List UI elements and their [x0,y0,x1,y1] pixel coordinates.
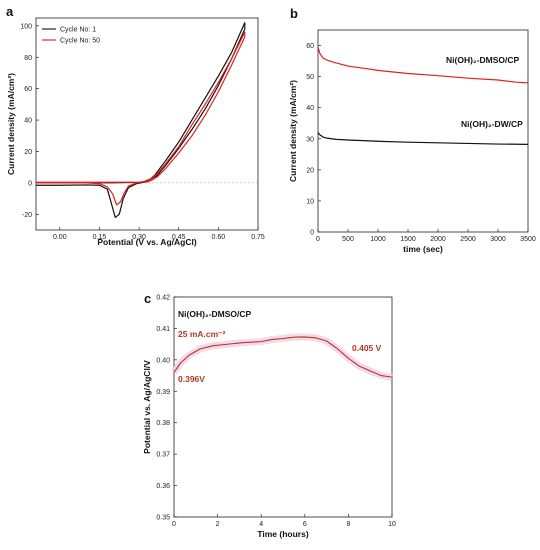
series-line-b-0 [317,46,529,84]
y-tick-label: -20 [22,212,32,219]
chart-title-c: Ni(OH)₂-DMSO/CP [178,309,252,319]
x-tick-label: 8 [346,521,350,528]
y-axis-label-c: Potential vs. Ag/AgCl/V [142,360,152,454]
x-tick-label: 6 [303,521,307,528]
y-tick-label: 0 [310,230,314,237]
y-tick-label: 60 [306,43,314,50]
x-tick-label: 3500 [520,236,536,243]
panel-label-c: c [144,291,151,306]
y-ticks-c: 0.35 0.36 0.37 0.38 0.39 0.40 0.41 0.42 [156,295,177,522]
x-tick-label: 4 [259,521,263,528]
x-ticks-b: 0 500 1000 1500 2000 2500 3000 3500 [316,229,536,243]
chart-panel-b: b 0 500 1000 1500 2000 2500 3000 3500 0 10 20 30 40… [288,6,536,254]
y-tick-label: 0.39 [156,389,170,396]
series-group-a [36,22,246,219]
x-tick-label: 3000 [490,236,506,243]
series-line-a-1 [36,31,246,206]
y-tick-label: 0.35 [156,515,170,522]
series-group-b [317,46,529,145]
plot-frame-c [173,296,393,518]
series-label-dw: Ni(OH)₂-DW/CP [461,119,523,129]
y-ticks-b: 0 10 20 30 40 50 60 [306,43,321,237]
x-tick-label: 2000 [430,236,446,243]
y-tick-label: 40 [306,105,314,112]
x-tick-label: 1000 [370,236,386,243]
x-tick-label: 0.45 [172,234,186,241]
x-tick-label: 0.60 [212,234,226,241]
chart-panel-a: a 0.00 0.15 0.30 0.45 0.60 0.75 -20 0 20 40 60 80 1… [6,4,265,247]
series-line-c-0 [173,336,393,378]
x-axis-label-a: Potential (V vs. Ag/AgCl) [97,237,197,247]
series-line-a-0 [36,22,246,219]
plot-frame-a [35,17,259,231]
y-tick-label: 60 [24,86,32,93]
y-tick-label: 20 [24,149,32,156]
chart-panel-c: c 0 2 4 6 8 10 0.350.360.370.380.390.400.410.… [142,291,396,539]
x-tick-label: 0.00 [53,234,67,241]
x-tick-label: 500 [342,236,354,243]
x-tick-label: 0.30 [132,234,146,241]
y-tick-label: 20 [306,167,314,174]
legend-label-cycle-50: Cycle No: 50 [60,38,100,45]
x-tick-label: 0 [172,521,176,528]
y-tick-label: 0.41 [156,326,170,333]
y-axis-label-b: Current density (mA/cm²) [288,80,298,182]
y-tick-label: 0.40 [156,357,170,364]
y-tick-label: 0.42 [156,295,170,302]
series-line-b-1 [317,132,529,145]
annotation-start-value: 0.396V [178,374,205,384]
annotation-end-value: 0.405 V [352,343,382,353]
y-tick-label: 50 [306,74,314,81]
series-label-dmso: Ni(OH)₂-DMSO/CP [446,55,520,65]
legend-label-cycle-1: Cycle No: 1 [60,27,96,34]
y-tick-label: 40 [24,118,32,125]
panel-label-b: b [290,6,298,21]
x-tick-label: 10 [388,521,396,528]
y-tick-label: 30 [306,136,314,143]
x-tick-label: 2500 [460,236,476,243]
x-axis-label-b: time (sec) [403,244,443,254]
y-ticks-a: -20 0 20 40 60 80 100 [20,23,39,219]
x-ticks-a: 0.00 0.15 0.30 0.45 0.60 0.75 [53,227,265,241]
series-group-c [171,333,393,381]
y-tick-label: 0 [28,180,32,187]
y-tick-label: 0.37 [156,452,170,459]
y-tick-label: 100 [20,23,32,30]
annotation-current: 25 mA.cm⁻² [178,329,226,339]
x-tick-label: 1500 [400,236,416,243]
y-tick-label: 80 [24,55,32,62]
x-axis-label-c: Time (hours) [257,529,308,539]
legend-a: Cycle No: 1 Cycle No: 50 [42,27,100,45]
y-axis-label-a: Current density (mA/cm²) [6,73,16,175]
panel-label-a: a [6,4,14,19]
y-tick-label: 0.38 [156,420,170,427]
y-tick-label: 0.36 [156,483,170,490]
x-tick-label: 0.15 [93,234,107,241]
x-tick-label: 2 [216,521,220,528]
y-tick-label: 10 [306,198,314,205]
x-tick-label: 0 [316,236,320,243]
plot-frame-b [317,29,529,233]
x-ticks-c: 0 2 4 6 8 10 [172,514,396,528]
x-tick-label: 0.75 [251,234,265,241]
